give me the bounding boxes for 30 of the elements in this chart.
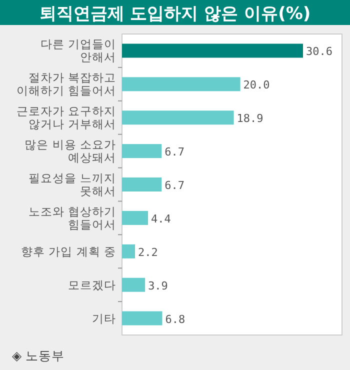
chart-title: 퇴직연금제 도입하지 않은 이유(%): [39, 4, 311, 24]
bar: [122, 244, 136, 258]
data-label: 6.7: [164, 179, 185, 192]
data-label: 3.9: [148, 279, 168, 292]
bar: [122, 144, 162, 158]
y-tick-label: 노조와 협상하기 힘들어서: [28, 204, 116, 232]
data-label: 18.9: [236, 112, 264, 126]
bar: [122, 44, 303, 58]
y-tick-label: 근로자가 요구하지 않거나 거부해서: [16, 104, 116, 132]
data-label: 6.7: [164, 146, 185, 159]
title-bar: 퇴직연금제 도입하지 않은 이유(%): [0, 0, 350, 25]
y-tick-label: 모르겠다: [68, 278, 116, 292]
bar: [122, 110, 234, 125]
bar: [122, 278, 146, 292]
bar: [122, 77, 240, 92]
bar: [122, 311, 162, 326]
data-label: 30.6: [306, 45, 332, 58]
text: ◈ 노동부: [12, 348, 65, 363]
y-tick-label: 향후 가입 계획 중: [21, 244, 116, 258]
bar: [122, 178, 162, 192]
data-label: 2.2: [138, 246, 158, 259]
y-tick-label: 기타: [92, 311, 116, 326]
data-label: 20.0: [243, 78, 270, 92]
y-tick-label: 절차가 복잡하고 이해하기 힘들어서: [16, 70, 116, 98]
y-tick-label: 다른 기업들이 안해서: [40, 37, 116, 64]
y-tick-label: 필요성을 느끼지 못해서: [28, 171, 116, 198]
y-tick-label: 많은 비용 소요가 예상돼서: [24, 138, 116, 165]
bar: [122, 210, 148, 225]
data-label: 4.4: [151, 212, 172, 226]
data-label: 6.8: [165, 312, 186, 326]
